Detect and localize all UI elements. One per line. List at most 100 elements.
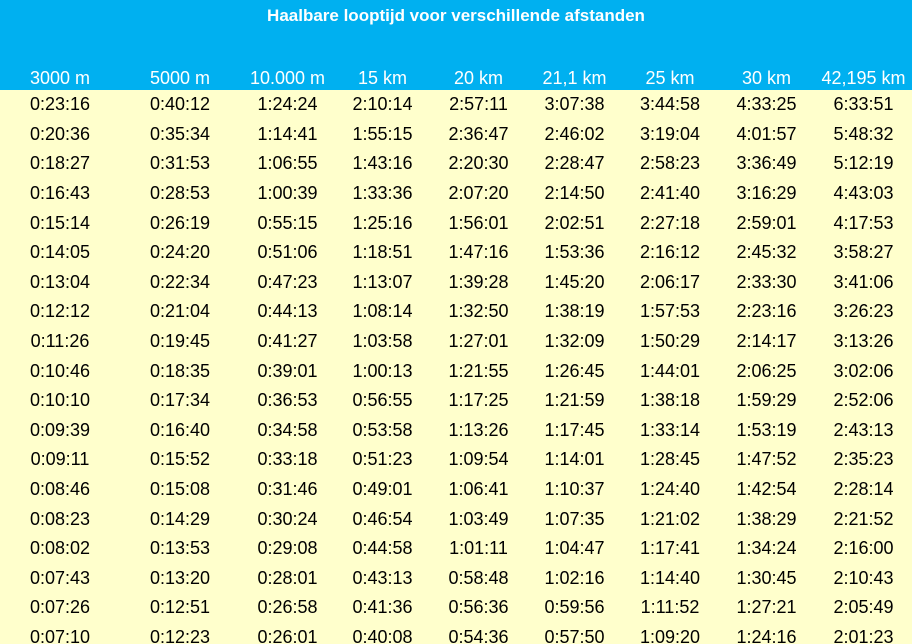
cell: 2:20:30 bbox=[448, 153, 509, 174]
cell: 2:16:12 bbox=[639, 242, 701, 263]
cell: 1:08:14 bbox=[352, 301, 413, 322]
cell: 3:26:23 bbox=[833, 301, 894, 322]
cell: 5:12:19 bbox=[833, 153, 894, 174]
cell: 3:36:49 bbox=[736, 153, 797, 174]
cell: 1:07:35 bbox=[544, 508, 605, 529]
column-header: 20 km bbox=[453, 67, 504, 88]
cell: 1:42:54 bbox=[736, 479, 797, 500]
cell: 2:58:23 bbox=[639, 153, 701, 174]
row: 0:12:12 0:21:04 0:44:13 1:08:14 1:32:50 1:38:… bbox=[0, 297, 912, 327]
cell: 1:57:53 bbox=[639, 301, 701, 322]
cell: 0:41:36 bbox=[352, 597, 413, 618]
cell: 4:33:25 bbox=[736, 94, 797, 115]
cell: 0:12:51 bbox=[149, 597, 211, 618]
cell: 2:46:02 bbox=[544, 123, 605, 144]
cell: 1:47:16 bbox=[448, 242, 509, 263]
cell: 0:54:36 bbox=[448, 626, 509, 644]
row: 0:20:36 0:35:34 1:14:41 1:55:15 2:36:47 2:46:… bbox=[0, 120, 912, 150]
cell: 0:47:23 bbox=[257, 271, 318, 292]
column-header: 42,195 km bbox=[821, 67, 906, 88]
cell: 0:26:58 bbox=[257, 597, 318, 618]
cell: 1:44:01 bbox=[639, 360, 701, 381]
cell: 2:01:23 bbox=[833, 626, 894, 644]
cell: 1:43:16 bbox=[352, 153, 413, 174]
cell: 0:07:26 bbox=[29, 597, 91, 618]
cell: 2:52:06 bbox=[833, 390, 894, 411]
cell: 1:53:19 bbox=[736, 419, 797, 440]
column-header: 3000 m bbox=[29, 67, 91, 88]
cell: 0:53:58 bbox=[352, 419, 413, 440]
cell: 1:21:59 bbox=[544, 390, 605, 411]
cell: 1:53:36 bbox=[544, 242, 605, 263]
cell: 2:21:52 bbox=[833, 508, 894, 529]
cell: 0:14:29 bbox=[149, 508, 211, 529]
cell: 3:16:29 bbox=[736, 183, 797, 204]
cell: 4:17:53 bbox=[833, 212, 894, 233]
cell: 2:57:11 bbox=[449, 94, 508, 115]
cell: 0:10:46 bbox=[29, 360, 91, 381]
row: 0:07:26 0:12:51 0:26:58 0:41:36 0:56:36 0:59:… bbox=[0, 593, 912, 623]
cell: 0:12:23 bbox=[149, 626, 211, 644]
cell: 1:14:41 bbox=[257, 123, 318, 144]
cell: 0:15:14 bbox=[29, 212, 91, 233]
cell: 2:23:16 bbox=[736, 301, 797, 322]
cell: 1:56:01 bbox=[448, 212, 509, 233]
column-header: 15 km bbox=[357, 67, 408, 88]
cell: 0:24:20 bbox=[149, 242, 211, 263]
cell: 2:28:47 bbox=[544, 153, 605, 174]
cell: 2:06:25 bbox=[736, 360, 797, 381]
cell: 0:14:05 bbox=[29, 242, 91, 263]
row: 0:15:14 0:26:19 0:55:15 1:25:16 1:56:01 2:02:… bbox=[0, 208, 912, 238]
table-body: 0:23:16 0:40:12 1:24:24 2:10:14 2:57:11 3:07:… bbox=[0, 90, 912, 644]
cell: 2:06:17 bbox=[639, 271, 701, 292]
cell: 2:28:14 bbox=[833, 479, 894, 500]
cell: 4:01:57 bbox=[736, 123, 797, 144]
cell: 1:04:47 bbox=[544, 538, 605, 559]
row: 0:10:10 0:17:34 0:36:53 0:56:55 1:17:25 1:21:… bbox=[0, 386, 912, 416]
header: Haalbare looptijd voor verschillende afs… bbox=[0, 0, 912, 90]
row: 0:11:26 0:19:45 0:41:27 1:03:58 1:27:01 1:32:… bbox=[0, 327, 912, 357]
cell: 0:07:10 bbox=[29, 626, 91, 644]
cell: 0:36:53 bbox=[257, 390, 318, 411]
cell: 0:34:58 bbox=[257, 419, 318, 440]
cell: 3:02:06 bbox=[833, 360, 894, 381]
cell: 0:13:53 bbox=[149, 538, 211, 559]
cell: 0:28:01 bbox=[257, 567, 318, 588]
row: 0:14:05 0:24:20 0:51:06 1:18:51 1:47:16 1:53:… bbox=[0, 238, 912, 268]
cell: 0:56:36 bbox=[448, 597, 509, 618]
cell: 0:13:20 bbox=[149, 567, 211, 588]
cell: 1:50:29 bbox=[639, 331, 701, 352]
cell: 0:33:18 bbox=[257, 449, 318, 470]
cell: 4:43:03 bbox=[833, 183, 894, 204]
cell: 1:03:58 bbox=[352, 331, 413, 352]
cell: 0:09:11 bbox=[30, 449, 90, 470]
cell: 2:43:13 bbox=[833, 419, 894, 440]
column-header: 5000 m bbox=[149, 67, 211, 88]
cell: 1:45:20 bbox=[544, 271, 605, 292]
cell: 2:16:00 bbox=[833, 538, 894, 559]
cell: 6:33:51 bbox=[833, 94, 894, 115]
cell: 0:51:06 bbox=[257, 242, 318, 263]
row: 0:09:11 0:15:52 0:33:18 0:51:23 1:09:54 1:14:… bbox=[0, 445, 912, 475]
cell: 0:41:27 bbox=[257, 331, 318, 352]
cell: 0:15:08 bbox=[149, 479, 211, 500]
cell: 1:24:40 bbox=[639, 479, 701, 500]
cell: 0:39:01 bbox=[257, 360, 318, 381]
row: 0:23:16 0:40:12 1:24:24 2:10:14 2:57:11 3:07:… bbox=[0, 90, 912, 120]
cell: 1:25:16 bbox=[352, 212, 413, 233]
cell: 1:28:45 bbox=[639, 449, 701, 470]
cell: 1:06:41 bbox=[448, 479, 509, 500]
cell: 1:17:41 bbox=[639, 538, 701, 559]
cell: 2:07:20 bbox=[448, 183, 509, 204]
cell: 0:46:54 bbox=[352, 508, 413, 529]
cell: 0:18:35 bbox=[149, 360, 211, 381]
cell: 1:34:24 bbox=[736, 538, 797, 559]
cell: 1:01:11 bbox=[449, 538, 508, 559]
cell: 0:10:10 bbox=[29, 390, 91, 411]
cell: 1:09:54 bbox=[448, 449, 509, 470]
cell: 1:24:16 bbox=[736, 626, 797, 644]
cell: 1:47:52 bbox=[736, 449, 797, 470]
cell: 2:35:23 bbox=[833, 449, 894, 470]
cell: 1:00:13 bbox=[352, 360, 413, 381]
